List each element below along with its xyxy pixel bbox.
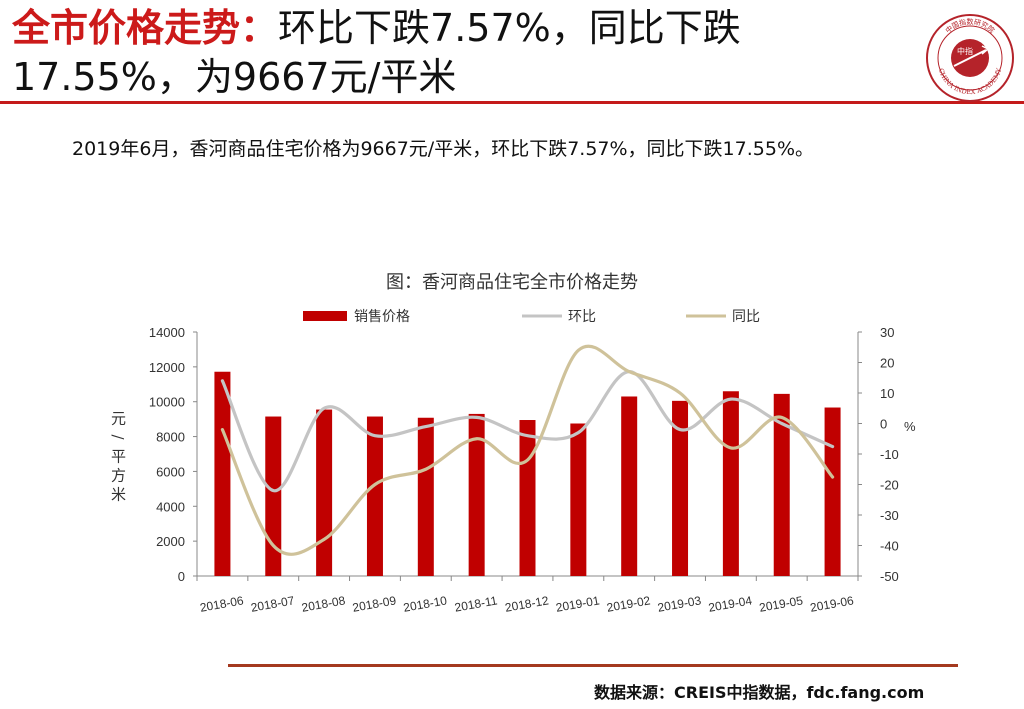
bar-sales-price	[265, 416, 282, 576]
china-index-academy-logo: 中指 CHINA INDEX ACADEMY 中国指数研究院	[926, 14, 1014, 102]
left-tick-label: 6000	[156, 464, 185, 479]
bar-sales-price	[824, 407, 841, 576]
right-tick-label: -50	[880, 569, 899, 584]
price-trend-chart: 0 2000 4000 6000 8000 10000 12000 14000 -50 -40 -3…	[109, 309, 916, 615]
x-tick-label: 2018-12	[504, 593, 550, 614]
right-tick-label: -10	[880, 447, 899, 462]
bar-sales-price	[417, 417, 434, 576]
line-month-on-month	[220, 370, 835, 493]
footer-divider	[228, 664, 958, 667]
bar-sales-price	[773, 393, 790, 576]
bar-sales-price	[214, 371, 231, 576]
right-tick-label: 20	[880, 356, 894, 371]
bar-sales-price	[366, 416, 383, 576]
legend-label-mom: 环比	[568, 309, 596, 325]
right-tick-label: -20	[880, 478, 899, 493]
right-tick-label: 0	[880, 417, 887, 432]
x-tick-label: 2018-11	[453, 593, 498, 614]
right-tick-label: -40	[880, 539, 899, 554]
right-tick-label: -30	[880, 508, 899, 523]
right-axis-label: %	[904, 419, 916, 434]
logo-center-text: 中指	[957, 46, 973, 56]
page-title-text: 环比下跌7.57%，同比下跌17.55%，为9667元/平米	[12, 6, 741, 99]
left-axis-label: 元/平方米	[109, 411, 127, 502]
x-tick-label: 2019-02	[606, 593, 652, 614]
left-tick-label: 12000	[149, 360, 185, 375]
left-tick-label: 4000	[156, 499, 185, 514]
bar-sales-price	[722, 391, 739, 576]
x-tick-label: 2019-01	[555, 593, 601, 614]
page-title: 全市价格走势：环比下跌7.57%，同比下跌17.55%，为9667元/平米	[12, 4, 892, 102]
legend-swatch-sales-price	[303, 311, 347, 321]
right-tick-label: 10	[880, 386, 894, 401]
left-tick-label: 0	[178, 569, 185, 584]
left-tick-label: 10000	[149, 395, 185, 410]
x-tick-label: 2018-06	[199, 593, 245, 614]
line-year-on-year	[220, 344, 835, 556]
left-tick-label: 2000	[156, 534, 185, 549]
right-tick-label: 30	[880, 325, 894, 340]
bar-sales-price	[570, 423, 587, 576]
x-tick-label: 2018-10	[402, 593, 448, 614]
bar-sales-price	[621, 396, 638, 576]
legend-label-yoy: 同比	[732, 309, 760, 325]
x-tick-label: 2018-08	[301, 593, 347, 614]
x-tick-label: 2019-05	[758, 593, 804, 614]
x-tick-label: 2019-04	[707, 593, 753, 614]
title-divider	[0, 101, 1024, 104]
legend-label-sales-price: 销售价格	[354, 309, 410, 325]
page-title-highlight: 全市价格走势：	[12, 6, 279, 50]
summary-text: 2019年6月，香河商品住宅价格为9667元/平米，环比下跌7.57%，同比下跌…	[72, 138, 815, 160]
data-source: 数据来源：CREIS中指数据，fdc.fang.com	[594, 683, 925, 702]
chart-title: 图：香河商品住宅全市价格走势	[386, 272, 638, 293]
bar-sales-price	[316, 409, 333, 576]
bar-sales-price	[468, 413, 485, 576]
x-tick-label: 2018-07	[250, 593, 296, 614]
bar-sales-price	[672, 400, 689, 576]
x-tick-label: 2018-09	[351, 593, 397, 614]
left-tick-label: 8000	[156, 430, 185, 445]
x-tick-label: 2019-06	[809, 593, 855, 614]
left-tick-label: 14000	[149, 325, 185, 340]
x-tick-label: 2019-03	[656, 593, 702, 614]
bar-sales-price	[519, 420, 536, 576]
